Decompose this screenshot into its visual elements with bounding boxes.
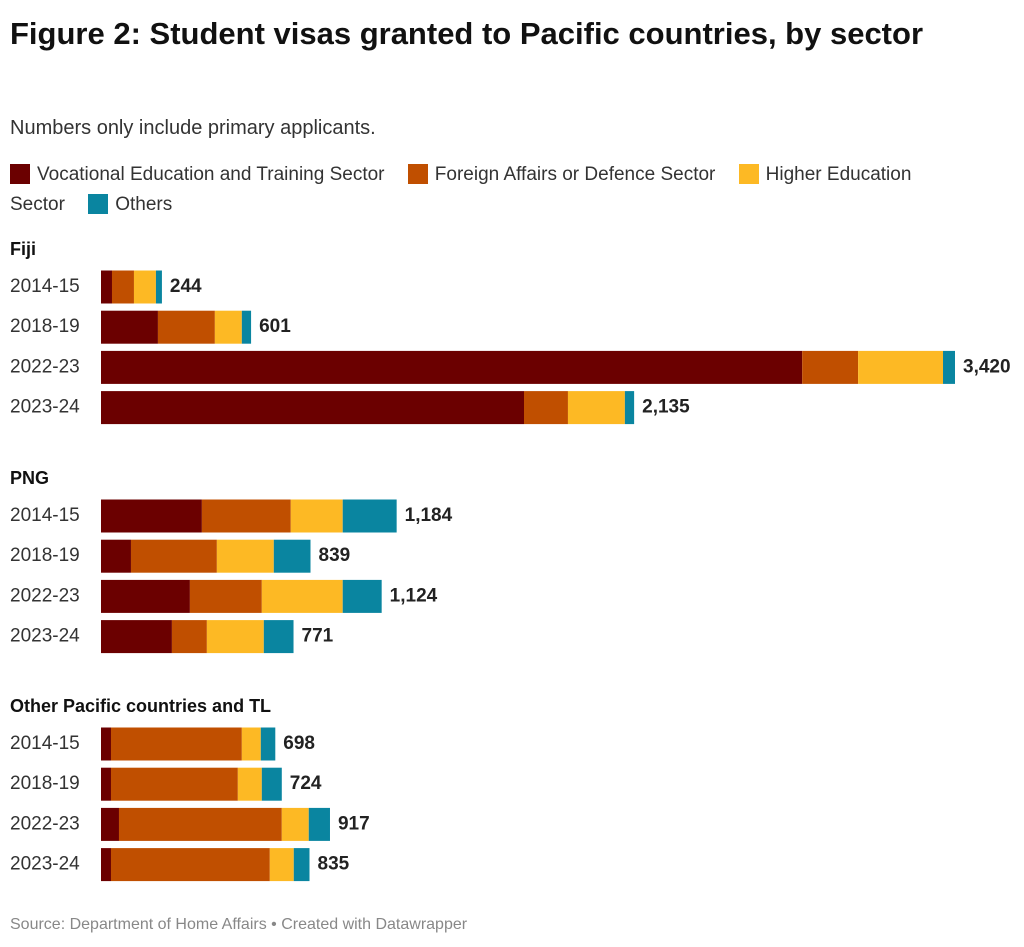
- bar-segment: [101, 767, 111, 801]
- y-tick-label: 2022-23: [10, 813, 80, 834]
- y-tick-label: 2018-19: [10, 545, 80, 566]
- bar-segment: [261, 579, 343, 613]
- chart-title: Figure 2: Student visas granted to Pacif…: [10, 16, 924, 51]
- total-label: 1,184: [405, 505, 453, 526]
- bar-segment: [624, 391, 635, 425]
- y-tick-label: 2014-15: [10, 505, 80, 526]
- bar-segment: [101, 499, 202, 533]
- legend-label: Foreign Affairs or Defence Sector: [434, 164, 716, 185]
- bar-segment: [101, 310, 158, 344]
- y-tick-label: 2018-19: [10, 316, 80, 337]
- bar-segment: [110, 848, 270, 882]
- bar-segment: [281, 807, 309, 841]
- bar-segment: [118, 807, 282, 841]
- bar-segment: [308, 807, 330, 841]
- bar-segment: [269, 848, 294, 882]
- total-label: 2,135: [642, 397, 690, 418]
- legend-item: Vocational Education and Training Sector: [10, 164, 385, 185]
- bar-segment: [101, 579, 190, 613]
- bar-segment: [261, 767, 282, 801]
- bar-segment: [342, 499, 397, 533]
- bar-segment: [189, 579, 262, 613]
- legend-label: Vocational Education and Training Sector: [37, 164, 385, 185]
- bar-segment: [130, 539, 217, 573]
- bar-segment: [802, 350, 859, 384]
- bar-segment: [111, 270, 134, 304]
- total-label: 724: [290, 773, 322, 794]
- bar-segment: [206, 620, 264, 654]
- bar-segment: [241, 310, 252, 344]
- total-label: 601: [259, 316, 291, 337]
- chart-subtitle: Numbers only include primary applicants.: [10, 117, 376, 139]
- bar-segment: [943, 350, 955, 384]
- bar-segment: [216, 539, 274, 573]
- bar-segment: [101, 270, 112, 304]
- bar-segment: [237, 767, 262, 801]
- legend-item: Higher Education Sector: [10, 164, 911, 215]
- total-label: 1,124: [390, 585, 438, 606]
- bar-segment: [201, 499, 291, 533]
- legend-item: Others: [88, 194, 172, 215]
- total-label: 698: [283, 733, 315, 754]
- legend-swatch: [738, 164, 759, 184]
- bar-segment: [524, 391, 568, 425]
- bar-segment: [263, 620, 294, 654]
- legend-item: Foreign Affairs or Defence Sector: [407, 164, 716, 185]
- total-label: 771: [302, 626, 334, 647]
- group-label: PNG: [10, 468, 49, 488]
- bar-segment: [214, 310, 242, 344]
- bar-segment: [110, 767, 238, 801]
- bar-segment: [273, 539, 311, 573]
- total-label: 244: [170, 276, 202, 297]
- y-tick-label: 2022-23: [10, 356, 80, 377]
- y-tick-label: 2014-15: [10, 276, 80, 297]
- legend-swatch: [407, 164, 428, 184]
- total-label: 835: [318, 854, 350, 875]
- bar-segment: [171, 620, 207, 654]
- bar-segment: [241, 727, 261, 761]
- bar-segment: [133, 270, 156, 304]
- legend: Vocational Education and Training Sector…: [10, 160, 970, 220]
- legend-label: Higher Education Sector: [10, 164, 912, 215]
- total-label: 3,420: [963, 356, 1011, 377]
- bar-segment: [101, 807, 119, 841]
- bar-segment: [101, 727, 111, 761]
- bar-segment: [260, 727, 276, 761]
- bar-segment: [110, 727, 242, 761]
- legend-label: Others: [115, 194, 173, 215]
- bar-segment: [155, 270, 162, 304]
- bar-segment: [293, 848, 310, 882]
- bar-segment: [342, 579, 382, 613]
- y-tick-label: 2014-15: [10, 733, 80, 754]
- bar-segment: [567, 391, 625, 425]
- bar-segment: [101, 391, 525, 425]
- bar-segment: [101, 848, 111, 882]
- y-tick-label: 2023-24: [10, 626, 80, 647]
- group-label: Other Pacific countries and TL: [10, 696, 271, 716]
- total-label: 839: [319, 545, 351, 566]
- legend-swatch: [10, 164, 30, 184]
- source: Source: Department of Home Affairs • Cre…: [10, 916, 468, 933]
- bar-segment: [101, 620, 172, 654]
- y-tick-label: 2023-24: [10, 854, 80, 875]
- bar-segment: [858, 350, 944, 384]
- y-tick-label: 2018-19: [10, 773, 80, 794]
- total-label: 917: [338, 813, 370, 834]
- y-tick-label: 2023-24: [10, 397, 80, 418]
- bar-segment: [290, 499, 343, 533]
- group-label: Fiji: [10, 239, 36, 259]
- bar-segment: [101, 350, 803, 384]
- bar-segment: [101, 539, 131, 573]
- bar-segment: [157, 310, 215, 344]
- y-tick-label: 2022-23: [10, 585, 80, 606]
- legend-swatch: [88, 194, 109, 214]
